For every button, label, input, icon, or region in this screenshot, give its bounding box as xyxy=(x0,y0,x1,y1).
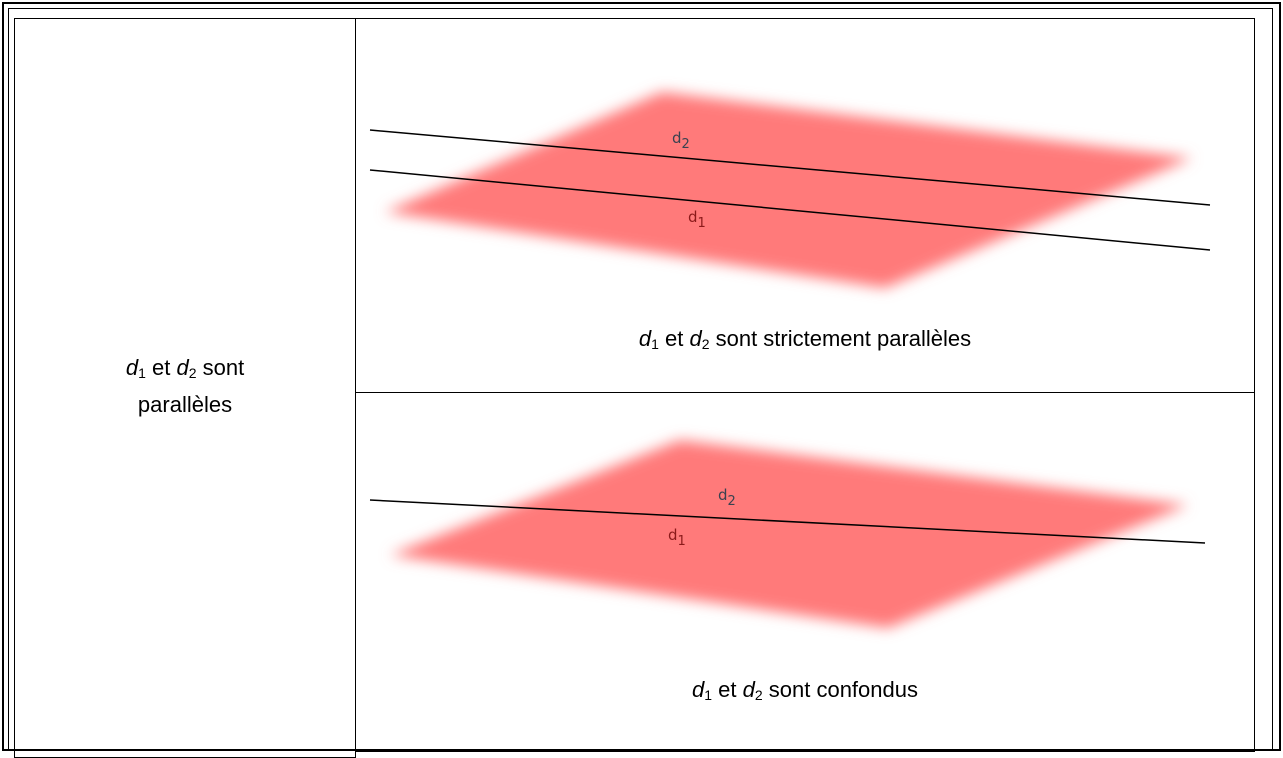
caption: d1 et d2 sont strictement parallèles xyxy=(355,323,1255,360)
line-label: d2 xyxy=(672,129,690,152)
label-part: d xyxy=(688,208,698,226)
label-part: d xyxy=(672,129,682,147)
label-part: 1 xyxy=(678,534,686,549)
left-label: d1 et d2 sont parallèles xyxy=(14,352,356,421)
italic: d xyxy=(691,677,705,702)
text: sont confondus xyxy=(762,677,918,702)
subscript: 2 xyxy=(701,336,710,352)
subscript: 2 xyxy=(188,365,197,381)
line-label: d2 xyxy=(718,486,736,509)
subscript: 2 xyxy=(754,687,763,703)
label-part: 2 xyxy=(728,494,736,509)
line-label: d1 xyxy=(668,526,686,549)
line-d1-d2 xyxy=(369,499,1206,544)
subscript: 1 xyxy=(651,336,659,352)
subscript: 1 xyxy=(704,687,713,703)
line-label: d1 xyxy=(688,208,706,231)
text: sont xyxy=(196,355,245,380)
diagrams: d2 d1 d2 d1 xyxy=(369,92,1211,628)
label-part: 1 xyxy=(698,216,706,231)
plane xyxy=(385,92,1192,288)
text: et xyxy=(145,355,177,380)
italic: d xyxy=(638,326,652,351)
label-part: 2 xyxy=(682,137,690,152)
text: sont strictement parallèles xyxy=(709,326,972,351)
line-d1 xyxy=(369,169,1211,251)
italic: d xyxy=(125,355,139,380)
plane xyxy=(390,440,1188,628)
text: et xyxy=(658,326,690,351)
line-d2 xyxy=(369,129,1211,206)
subscript: 1 xyxy=(138,365,146,381)
label-part: d xyxy=(668,526,678,544)
italic: d xyxy=(689,326,702,351)
text: parallèles xyxy=(137,392,233,417)
label-part: d xyxy=(718,486,728,504)
text: et xyxy=(712,677,743,702)
caption: d1 et d2 sont confondus xyxy=(355,674,1255,711)
italic: d xyxy=(176,355,189,380)
italic: d xyxy=(742,677,755,702)
